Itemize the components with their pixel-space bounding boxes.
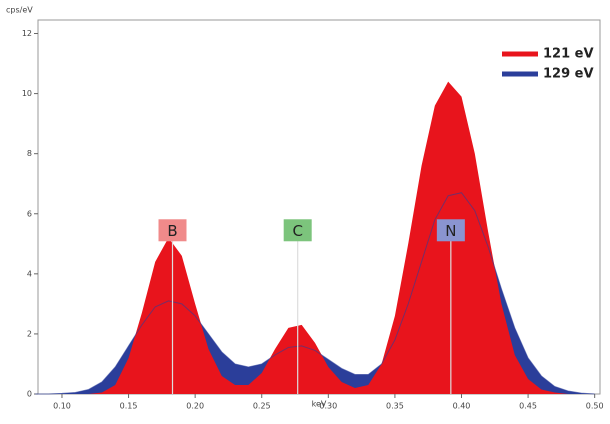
x-tick-label: 0.35 xyxy=(386,402,404,411)
peak-label: C xyxy=(292,222,302,240)
y-tick-label: 10 xyxy=(22,89,32,98)
x-tick-label: 0.50 xyxy=(586,402,604,411)
legend-label: 121 eV xyxy=(543,47,594,62)
x-tick-label: 0.45 xyxy=(519,402,537,411)
legend-label: 129 eV xyxy=(543,67,594,82)
y-tick-label: 2 xyxy=(27,329,32,338)
peak-label-box xyxy=(158,219,187,242)
x-tick-label: 0.25 xyxy=(253,402,271,411)
y-tick-label: 12 xyxy=(22,29,32,38)
peak-label-box xyxy=(436,219,465,242)
x-tick-label: 0.40 xyxy=(453,402,471,411)
x-tick-label: 0.15 xyxy=(120,402,138,411)
x-tick-label: 0.20 xyxy=(186,402,204,411)
peak-label: N xyxy=(445,222,456,240)
x-tick-label: 0.10 xyxy=(53,402,71,411)
line-129 xyxy=(35,192,595,395)
x-tick-label: 0.30 xyxy=(319,402,337,411)
peak-label: B xyxy=(167,222,177,240)
area-121 xyxy=(35,81,595,394)
y-tick-label: 0 xyxy=(27,390,32,399)
peak-label-box xyxy=(283,219,312,242)
y-tick-label: 8 xyxy=(27,149,32,158)
y-tick-label: 4 xyxy=(27,269,32,278)
x-axis-label: keV xyxy=(312,400,327,409)
y-axis-label: cps/eV xyxy=(6,6,33,15)
y-tick-label: 6 xyxy=(27,209,32,218)
